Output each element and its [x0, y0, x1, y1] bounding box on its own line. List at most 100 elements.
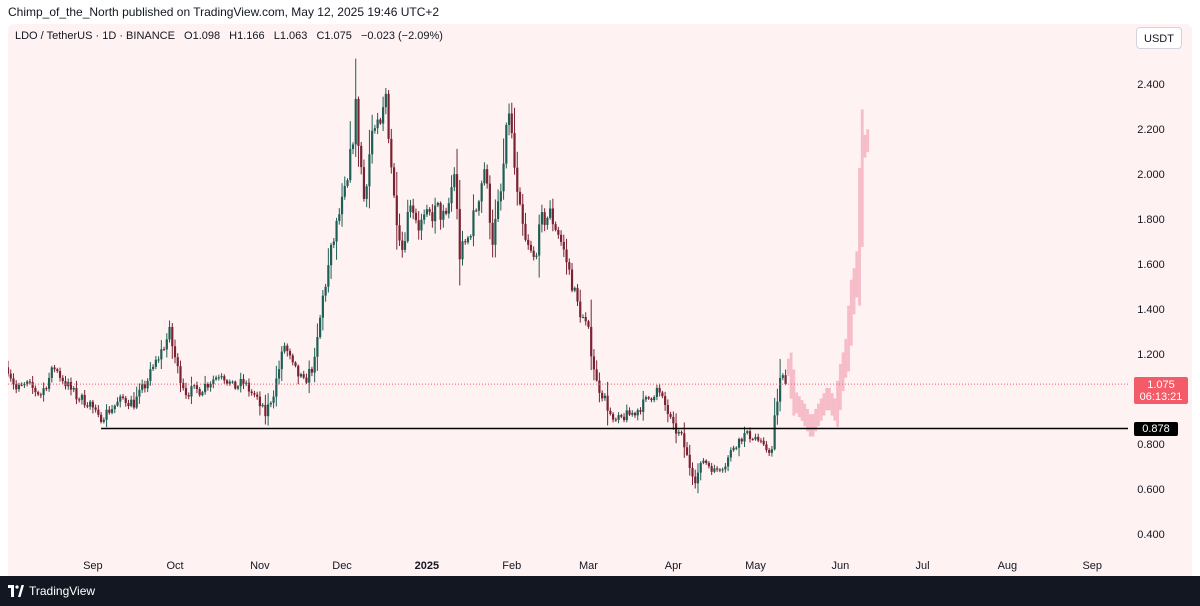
candle-body — [718, 469, 721, 471]
candle-body — [491, 222, 494, 245]
candle-body — [669, 413, 672, 417]
candle-body — [321, 295, 324, 318]
candle-body — [206, 383, 209, 388]
candle-body — [639, 410, 642, 412]
projection-bar — [855, 251, 859, 298]
candle-body — [609, 410, 612, 415]
candle-body — [549, 208, 552, 218]
candle-body — [401, 240, 404, 250]
candle-body — [666, 404, 669, 414]
currency-unit-button[interactable]: USDT — [1136, 27, 1182, 49]
projection-bar — [860, 109, 864, 248]
candle-body — [746, 431, 749, 433]
candle-body — [362, 167, 366, 199]
candle-body — [631, 412, 634, 415]
candle-body — [97, 409, 100, 415]
candle-body — [124, 398, 127, 404]
candle-body — [28, 381, 32, 383]
candle-body — [280, 351, 283, 370]
price-tick-label: 2.400 — [1137, 79, 1165, 91]
candle-body — [286, 345, 289, 352]
support-level-badge: 0.878 — [1134, 422, 1178, 436]
projection-bar — [841, 352, 845, 392]
candle-body — [135, 396, 138, 408]
candle-body — [414, 212, 418, 221]
candle-body — [672, 416, 675, 424]
candle-body — [694, 476, 697, 484]
candle-body — [368, 154, 371, 187]
candle-body — [299, 374, 303, 377]
candle-body — [757, 436, 760, 441]
candle-body — [204, 383, 207, 393]
candle-body — [502, 163, 505, 192]
candle-body — [617, 415, 620, 420]
projection-bar — [858, 167, 861, 306]
candle-body — [554, 224, 557, 230]
candle-body — [748, 431, 752, 440]
candle-body — [420, 219, 423, 231]
candle-body — [716, 468, 719, 470]
chart-panel[interactable]: LDO / TetherUS · 1D · BINANCE O1.098 H1.… — [8, 24, 1192, 576]
candle-body — [776, 401, 779, 416]
candle-body — [412, 205, 415, 213]
candle-body — [765, 444, 768, 451]
projection-bar — [836, 380, 840, 427]
candle-body — [335, 220, 338, 242]
candle-body — [195, 385, 199, 390]
candle-body — [529, 244, 533, 251]
candle-body — [228, 381, 231, 384]
projection-bar — [828, 387, 831, 411]
candle-body — [729, 450, 732, 458]
candle-body — [187, 395, 190, 397]
candle-body — [75, 388, 78, 400]
candle-body — [302, 374, 305, 378]
time-tick-label: Oct — [166, 560, 184, 572]
candle-body — [220, 376, 223, 378]
candle-body — [146, 380, 149, 389]
projection-bar — [800, 399, 804, 421]
candle-body — [349, 149, 352, 181]
price-tick-label: 1.600 — [1137, 259, 1165, 271]
candle-body — [143, 384, 146, 389]
candle-body — [149, 369, 152, 381]
candle-body — [182, 382, 185, 389]
candlestick-chart[interactable] — [8, 24, 1192, 576]
candle-body — [94, 407, 97, 410]
candle-body — [499, 191, 502, 202]
candle-body — [217, 377, 220, 379]
time-tick-label: Sep — [1082, 560, 1103, 572]
time-tick-label: Mar — [578, 560, 598, 572]
candle-body — [176, 357, 179, 367]
candle-body — [160, 349, 163, 360]
projection-bar — [808, 414, 812, 437]
candle-body — [486, 169, 489, 184]
legend-open: O1.098 — [184, 30, 221, 42]
projection-bar — [803, 403, 807, 427]
candle-body — [8, 367, 10, 374]
price-tick-label: 2.000 — [1137, 169, 1165, 181]
projection-bar — [838, 363, 842, 410]
candle-body — [513, 133, 516, 168]
candle-body — [116, 401, 119, 406]
candle-body — [726, 457, 730, 467]
candle-body — [141, 384, 144, 390]
candle-body — [494, 218, 497, 245]
candle-body — [751, 439, 754, 441]
candle-body — [754, 436, 757, 440]
candle-body — [434, 205, 437, 222]
candle-body — [34, 387, 37, 393]
candle-body — [277, 369, 281, 379]
time-tick-label: Jun — [831, 560, 850, 572]
candle-body — [236, 386, 240, 389]
projection-bar — [786, 358, 790, 376]
publisher-line: Chimp_of_the_North published on TradingV… — [8, 5, 440, 19]
candle-body — [642, 399, 645, 412]
candle-body — [707, 463, 711, 467]
candle-body — [291, 355, 294, 363]
candle-body — [17, 384, 21, 390]
candle-body — [86, 405, 89, 407]
candle-body — [584, 316, 587, 322]
candle-body — [428, 209, 431, 213]
candle-body — [436, 202, 439, 206]
candle-body — [225, 380, 229, 384]
